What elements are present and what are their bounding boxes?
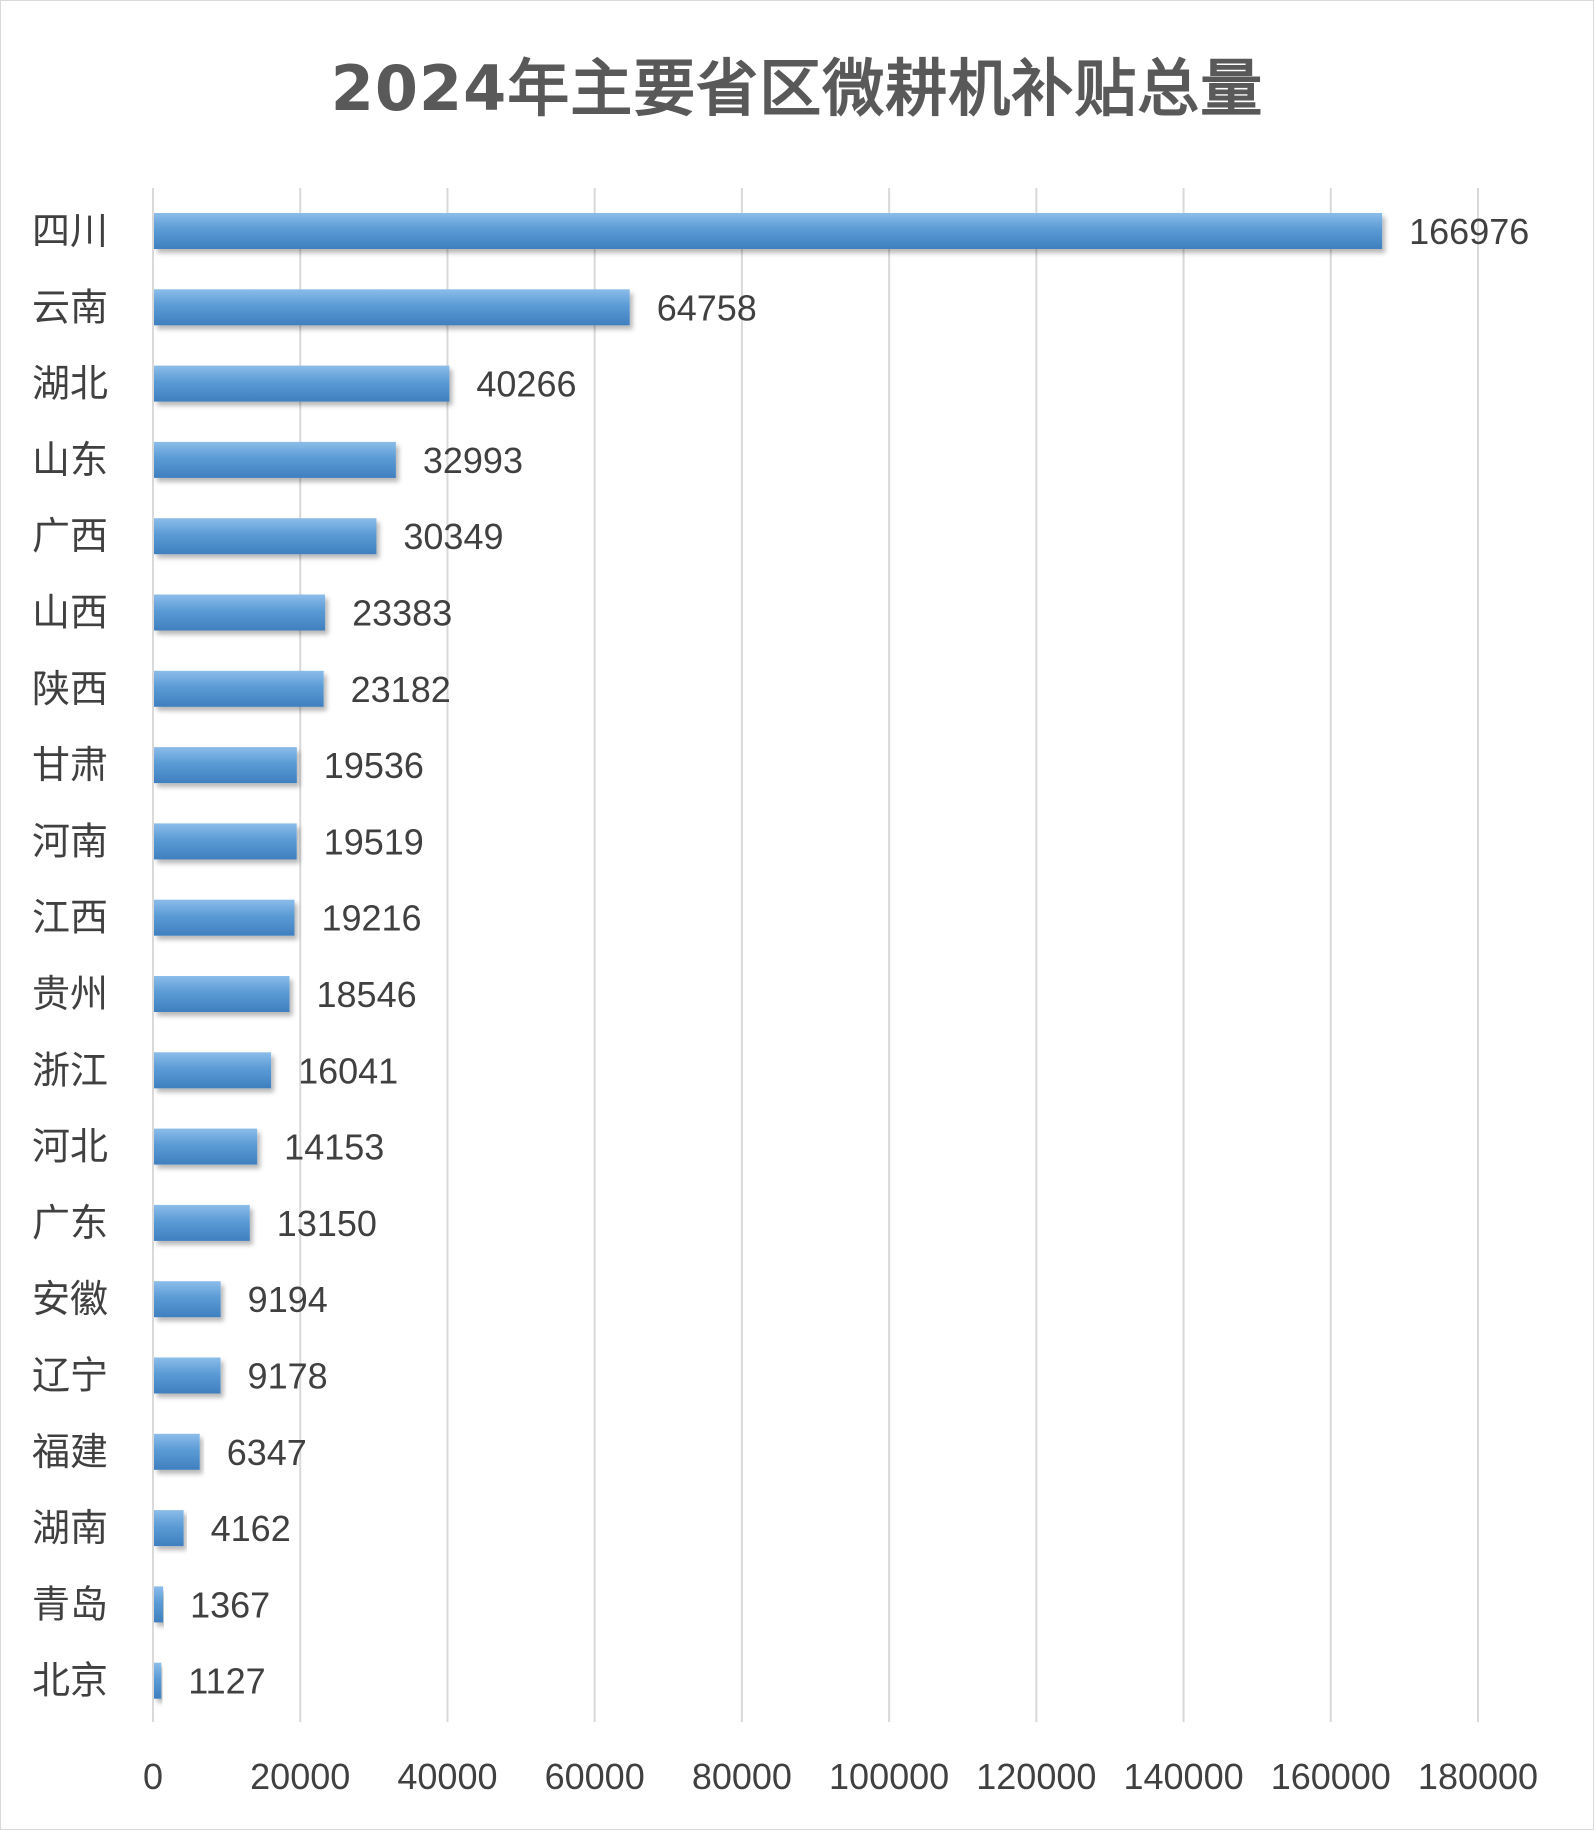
data-label: 1127 — [188, 1661, 265, 1702]
gridlines — [152, 188, 1479, 1722]
bar — [154, 1204, 250, 1241]
bar — [154, 289, 630, 326]
data-label: 19216 — [321, 898, 421, 939]
category-label: 四川 — [32, 211, 108, 253]
x-tick-label: 140000 — [1123, 1756, 1243, 1797]
bar — [154, 747, 297, 784]
category-label: 福建 — [32, 1432, 108, 1474]
bar — [154, 899, 295, 936]
category-label: 江西 — [32, 898, 108, 940]
bar — [154, 670, 324, 707]
x-tick-label: 60000 — [545, 1756, 645, 1797]
data-label: 166976 — [1409, 211, 1529, 252]
data-labels: 166976 64758 40266 32993 30349 23383 23182 1953… — [188, 211, 1529, 1702]
data-label: 19519 — [324, 821, 424, 862]
data-label: 64758 — [657, 287, 757, 328]
x-tick-label: 180000 — [1418, 1756, 1538, 1797]
x-tick-label: 160000 — [1271, 1756, 1391, 1797]
category-label: 贵州 — [32, 974, 108, 1016]
category-label: 湖南 — [32, 1508, 108, 1550]
data-label: 18546 — [317, 974, 417, 1015]
data-label: 16041 — [298, 1050, 398, 1091]
category-label: 广东 — [32, 1203, 108, 1245]
bar — [154, 365, 450, 402]
category-label: 浙江 — [32, 1050, 108, 1092]
bar — [154, 1586, 164, 1623]
category-label: 陕西 — [32, 669, 108, 711]
x-tick-label: 100000 — [829, 1756, 949, 1797]
x-tick-label: 120000 — [976, 1756, 1096, 1797]
bar — [154, 823, 297, 860]
category-label: 山东 — [32, 440, 108, 482]
bars — [154, 213, 1383, 1699]
bar — [154, 441, 396, 478]
data-label: 14153 — [284, 1127, 384, 1168]
bar — [154, 213, 1383, 249]
x-tick-label: 40000 — [397, 1756, 497, 1797]
data-label: 6347 — [227, 1432, 307, 1473]
bar — [154, 1433, 200, 1470]
data-label: 30349 — [403, 516, 503, 557]
data-label: 23182 — [351, 669, 451, 710]
data-label: 32993 — [423, 440, 523, 481]
category-label: 辽宁 — [32, 1356, 108, 1398]
data-label: 9194 — [248, 1279, 328, 1320]
data-label: 40266 — [476, 364, 576, 405]
bar — [154, 1662, 162, 1699]
category-label: 广西 — [32, 516, 108, 558]
category-label: 安徽 — [32, 1279, 108, 1321]
chart-title: 2024年主要省区微耕机补贴总量 — [330, 52, 1264, 125]
data-label: 4162 — [211, 1508, 291, 1549]
value-axis: 0 20000 40000 60000 80000 100000 120000 140000 1… — [143, 1756, 1538, 1797]
bar — [154, 976, 290, 1012]
data-label: 19536 — [324, 745, 424, 786]
category-label: 山西 — [32, 593, 108, 635]
data-label: 23383 — [352, 593, 452, 634]
category-label: 北京 — [32, 1661, 108, 1703]
category-label: 青岛 — [32, 1584, 108, 1626]
x-tick-label: 80000 — [692, 1756, 792, 1797]
bar — [154, 1281, 221, 1318]
bar — [154, 1052, 272, 1089]
category-label: 湖北 — [32, 364, 108, 406]
data-label: 13150 — [277, 1203, 377, 1244]
bar — [154, 1357, 221, 1394]
category-label: 甘肃 — [32, 745, 108, 787]
x-tick-label: 0 — [143, 1756, 163, 1797]
bar — [154, 518, 377, 555]
category-label: 云南 — [32, 287, 108, 329]
x-tick-label: 20000 — [250, 1756, 350, 1797]
category-label: 河南 — [32, 821, 108, 863]
bar — [154, 1128, 258, 1165]
bar — [154, 594, 326, 631]
data-label: 1367 — [190, 1584, 270, 1625]
bar — [154, 1510, 184, 1547]
data-label: 9178 — [248, 1356, 328, 1397]
category-label: 河北 — [32, 1127, 108, 1169]
